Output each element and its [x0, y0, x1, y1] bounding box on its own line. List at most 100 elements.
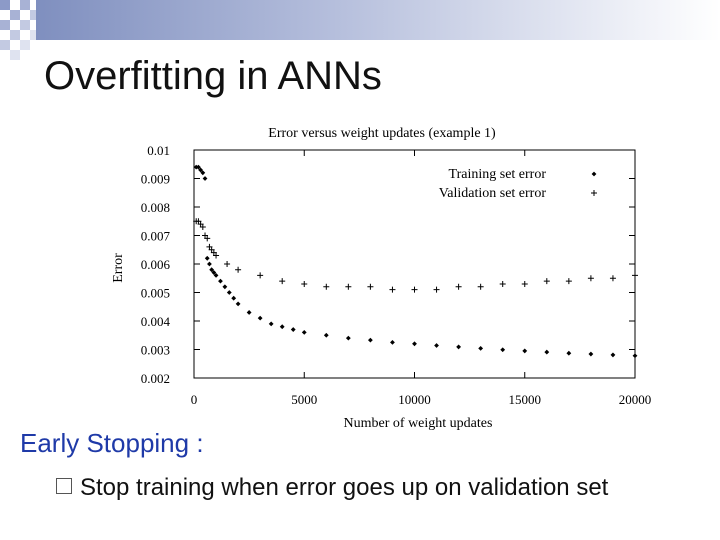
training-error-point: [456, 344, 461, 350]
validation-error-point: [204, 235, 211, 242]
validation-error-point: [199, 223, 206, 230]
training-error-point: [222, 284, 228, 290]
chart-ticks: 0.002 0.003 0.004 0.005 0.006 0.007 0.008 0.009…: [141, 143, 652, 407]
y-tick-label: 0.002: [141, 371, 170, 386]
validation-error-point: [609, 275, 616, 282]
y-tick-label: 0.007: [141, 229, 171, 244]
chart-series: [193, 164, 638, 359]
x-tick-label: 10000: [398, 392, 431, 407]
training-error-point: [209, 267, 215, 273]
validation-error-point: [224, 261, 231, 267]
training-error-point: [566, 350, 572, 356]
chart-title: Error versus weight updates (example 1): [268, 126, 496, 141]
y-tick-label: 0.005: [141, 286, 170, 301]
validation-error-point: [257, 272, 264, 279]
chart-svg: Error versus weight updates (example 1) …: [111, 126, 652, 431]
validation-error-point: [433, 286, 440, 293]
training-error-point: [434, 343, 439, 348]
title-gradient-bar: [36, 0, 720, 40]
y-tick-label: 0.006: [141, 257, 171, 272]
bullet-text: Stop training when error goes up on vali…: [80, 474, 609, 501]
validation-error-point: [279, 278, 286, 285]
validation-error-series: [193, 218, 638, 293]
training-error-point: [226, 290, 232, 295]
x-axis-label: Number of weight updates: [344, 416, 493, 431]
training-error-point: [290, 327, 296, 332]
bullet-item: Stop training when error goes up on vali…: [56, 474, 608, 502]
training-error-point: [301, 330, 307, 335]
y-axis-label: Error: [111, 253, 126, 283]
validation-error-point: [477, 283, 484, 290]
training-error-point: [202, 176, 208, 181]
validation-error-point: [235, 266, 242, 273]
training-error-point: [231, 295, 237, 301]
validation-error-point: [411, 286, 418, 293]
validation-error-point: [587, 275, 594, 282]
training-error-point: [323, 332, 329, 338]
checker-square: [10, 50, 20, 60]
validation-error-point: [323, 283, 330, 290]
checker-square: [20, 20, 30, 30]
training-error-point: [246, 310, 252, 315]
validation-error-point: [389, 286, 396, 293]
training-error-point: [207, 261, 212, 267]
training-error-point: [218, 278, 223, 284]
y-tick-label: 0.008: [141, 200, 170, 215]
validation-error-point: [213, 252, 220, 259]
checker-square: [0, 0, 10, 10]
x-tick-label: 0: [191, 392, 198, 407]
y-tick-label: 0.009: [141, 172, 170, 187]
x-tick-label: 20000: [619, 392, 652, 407]
training-error-point: [478, 345, 484, 351]
training-error-point: [213, 273, 219, 278]
legend-plus-marker: [591, 190, 597, 196]
x-tick-label: 5000: [291, 392, 317, 407]
training-error-point: [257, 315, 263, 321]
y-tick-label: 0.003: [141, 343, 170, 358]
page-title: Overfitting in ANNs: [44, 54, 382, 98]
validation-error-point: [521, 280, 528, 287]
training-error-series: [193, 164, 638, 359]
legend-entry-label: Validation set error: [439, 186, 547, 201]
training-error-point: [368, 337, 373, 343]
checker-square: [30, 30, 40, 40]
training-error-point: [544, 349, 550, 355]
training-error-point: [588, 351, 594, 357]
checker-square: [10, 30, 20, 40]
training-error-point: [345, 335, 351, 341]
validation-error-point: [565, 278, 572, 285]
training-error-point: [500, 347, 506, 353]
validation-error-point: [345, 283, 352, 290]
y-tick-label: 0.01: [147, 143, 170, 158]
x-tick-label: 15000: [509, 392, 542, 407]
training-error-point: [204, 255, 210, 261]
legend-entry-label: Training set error: [449, 167, 547, 182]
training-error-point: [279, 324, 285, 330]
training-error-point: [390, 339, 395, 345]
subheading-early-stopping: Early Stopping :: [20, 428, 204, 458]
hollow-square-bullet-icon: [56, 478, 72, 494]
training-error-point: [235, 301, 241, 307]
legend-diamond-marker: [591, 171, 597, 177]
validation-error-point: [301, 280, 308, 287]
validation-error-point: [632, 272, 638, 279]
checker-square: [10, 10, 20, 20]
checker-square: [20, 40, 30, 50]
training-error-point: [211, 270, 217, 275]
validation-error-point: [455, 283, 462, 290]
checker-square: [30, 10, 40, 20]
checker-square: [20, 0, 30, 10]
training-error-point: [632, 353, 638, 359]
checker-square: [0, 20, 10, 30]
error-chart: Error versus weight updates (example 1) …: [108, 120, 658, 432]
validation-error-point: [543, 278, 550, 285]
checker-square: [0, 40, 10, 50]
training-error-point: [268, 321, 274, 327]
chart-legend: Training set error Validation set error: [439, 167, 597, 201]
training-error-point: [412, 341, 417, 347]
validation-error-point: [499, 280, 506, 287]
validation-error-point: [367, 283, 374, 290]
training-error-point: [610, 352, 616, 358]
training-error-point: [522, 348, 528, 354]
y-tick-label: 0.004: [141, 314, 171, 329]
